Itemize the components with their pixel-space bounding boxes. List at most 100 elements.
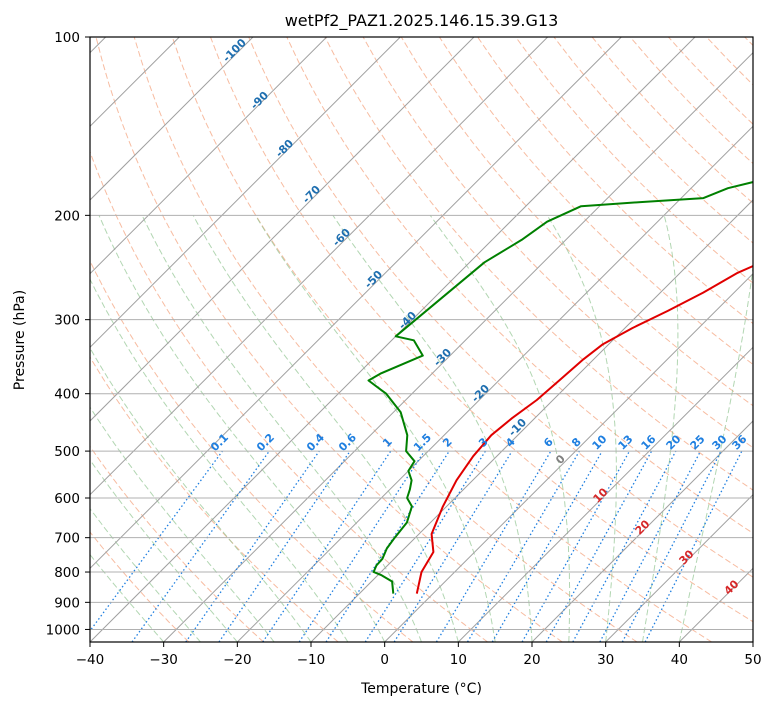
isotherm-line (384, 272, 753, 642)
dry-adiabat-line (210, 37, 753, 623)
mixing-ratio-label: 8 (569, 435, 584, 450)
y-tick-label: 100 (54, 30, 80, 46)
mixing-ratio-label: 25 (688, 433, 708, 453)
mixing-ratio-label: 0.4 (304, 431, 327, 454)
pressure-gridlines (90, 37, 753, 630)
isotherm-label: 20 (633, 517, 653, 537)
y-tick-label: 800 (54, 565, 80, 581)
moist-adiabat-line (90, 278, 349, 642)
dry-adiabat-line (95, 37, 563, 642)
mixing-ratio-line (545, 450, 653, 642)
isotherm-label: 40 (722, 577, 742, 597)
profiles (367, 181, 753, 594)
moist-adiabat-line (332, 215, 533, 642)
dry-adiabat-line (706, 37, 753, 86)
isotherm-line (678, 567, 753, 642)
dry-adiabat-line (90, 259, 414, 642)
mixing-ratio-label: 30 (710, 432, 730, 452)
mixing-ratio-label: 16 (639, 432, 659, 452)
moist-adiabat-line (141, 215, 422, 642)
isotherm-line (90, 37, 549, 496)
mixing-ratio-label: 13 (616, 433, 636, 453)
isotherm-label: -70 (300, 183, 323, 206)
mixing-ratio-line (521, 450, 631, 642)
moist-adiabat-line (90, 553, 165, 642)
dry-adiabat-line (133, 37, 638, 642)
dry-adiabat-line (90, 531, 190, 642)
mixing-ratio-label: 1.5 (411, 431, 434, 454)
mixing-ratio-line (364, 450, 486, 642)
moist-adiabat-line (90, 507, 201, 642)
mixing-ratio-line (393, 450, 513, 642)
mixing-ratio-line (572, 450, 677, 642)
dry-adiabat-line (515, 37, 753, 284)
dewpoint-profile (367, 181, 753, 594)
isotherm-label: -60 (330, 226, 353, 249)
y-tick-label: 300 (54, 313, 80, 329)
chart-title: wetPf2_PAZ1.2025.146.15.39.G13 (285, 11, 559, 31)
isotherm-line (236, 125, 753, 642)
isotherm-label: -90 (248, 89, 271, 112)
dry-adiabat-line (438, 37, 753, 366)
mixing-ratio-label: 1 (380, 435, 395, 450)
x-tick-label: 20 (523, 652, 540, 668)
temperature-profile (415, 264, 753, 594)
dry-adiabat-line (90, 445, 264, 642)
isotherm-line (90, 37, 696, 642)
mixing-ratio-line (298, 450, 425, 642)
isotherm-line (90, 37, 328, 275)
isotherm-line (310, 199, 753, 642)
dry-adiabat-line (400, 37, 753, 407)
dry-adiabat-line (90, 150, 488, 642)
isotherm-label: 30 (677, 547, 697, 567)
isotherm-line (531, 420, 753, 642)
background-lines (90, 37, 753, 642)
y-tick-label: 500 (54, 444, 80, 460)
isotherm-line (752, 641, 753, 642)
dry-adiabat-line (90, 356, 339, 642)
moist-adiabat-line (90, 459, 238, 642)
isotherm-line (90, 37, 475, 422)
isotherm-label: -100 (220, 36, 249, 65)
y-tick-label: 200 (54, 208, 80, 224)
mixing-ratio-line (466, 450, 580, 642)
x-tick-label: 10 (450, 652, 467, 668)
y-tick-label: 900 (54, 595, 80, 611)
y-axis-title: Pressure (hPa) (12, 290, 28, 390)
mixing-ratio-line (325, 450, 450, 642)
inline-labels: -100-90-80-70-60-50-40-30-20-10010203040… (208, 36, 750, 598)
x-tick-label: 0 (380, 652, 389, 668)
x-tick-label: −10 (297, 652, 326, 668)
moist-adiabat-line (90, 347, 312, 642)
x-axis-ticks: −40 −30 −20 −10 0 10 20 30 40 50 (76, 642, 762, 668)
isotherm-line (90, 37, 254, 201)
x-tick-label: −40 (76, 652, 105, 668)
isotherm-label: -30 (431, 346, 454, 369)
isotherm-label: -20 (469, 382, 492, 405)
mixing-ratio-label: 0.2 (254, 431, 277, 454)
isotherm-label: -40 (396, 309, 419, 332)
mixing-ratio-line (185, 450, 320, 642)
y-axis-ticks: 100 200 300 400 500 600 700 800 900 1000 (46, 30, 90, 638)
moist-adiabat-line (678, 263, 753, 642)
isotherm-label: -50 (362, 268, 385, 291)
moist-adiabat-line (192, 215, 459, 642)
x-tick-label: 40 (671, 652, 688, 668)
mixing-ratio-line (435, 450, 552, 642)
mixing-ratio-line (218, 450, 351, 642)
mixing-ratio-line (491, 450, 603, 642)
y-tick-label: 400 (54, 387, 80, 403)
x-tick-label: 30 (597, 652, 614, 668)
dry-adiabat-line (744, 37, 753, 47)
mixing-ratio-label: 20 (664, 432, 684, 452)
x-axis-title: Temperature (°C) (360, 681, 482, 697)
moist-adiabat-line (254, 215, 496, 642)
mixing-ratio-label: 10 (590, 432, 610, 452)
isotherm-line (605, 493, 753, 642)
mixing-ratio-label: 36 (730, 432, 750, 452)
isotherm-line (457, 346, 753, 642)
x-tick-label: −20 (223, 652, 252, 668)
y-tick-label: 600 (54, 491, 80, 507)
